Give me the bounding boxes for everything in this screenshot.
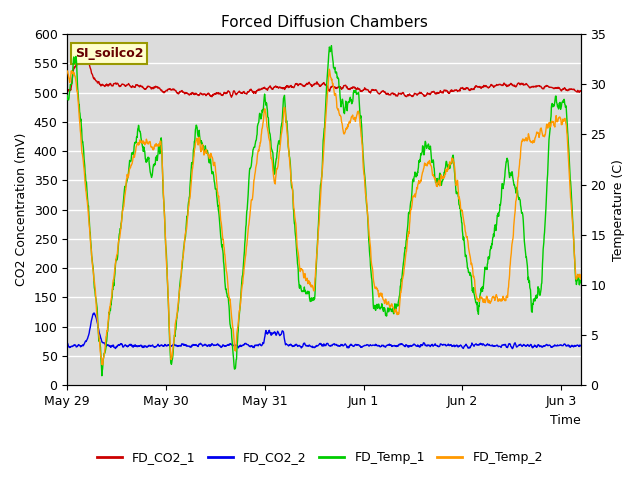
- Y-axis label: Temperature (C): Temperature (C): [612, 159, 625, 261]
- Title: Forced Diffusion Chambers: Forced Diffusion Chambers: [221, 15, 428, 30]
- Text: SI_soilco2: SI_soilco2: [75, 47, 143, 60]
- X-axis label: Time: Time: [550, 414, 581, 427]
- Legend: FD_CO2_1, FD_CO2_2, FD_Temp_1, FD_Temp_2: FD_CO2_1, FD_CO2_2, FD_Temp_1, FD_Temp_2: [92, 446, 548, 469]
- Y-axis label: CO2 Concentration (mV): CO2 Concentration (mV): [15, 133, 28, 287]
